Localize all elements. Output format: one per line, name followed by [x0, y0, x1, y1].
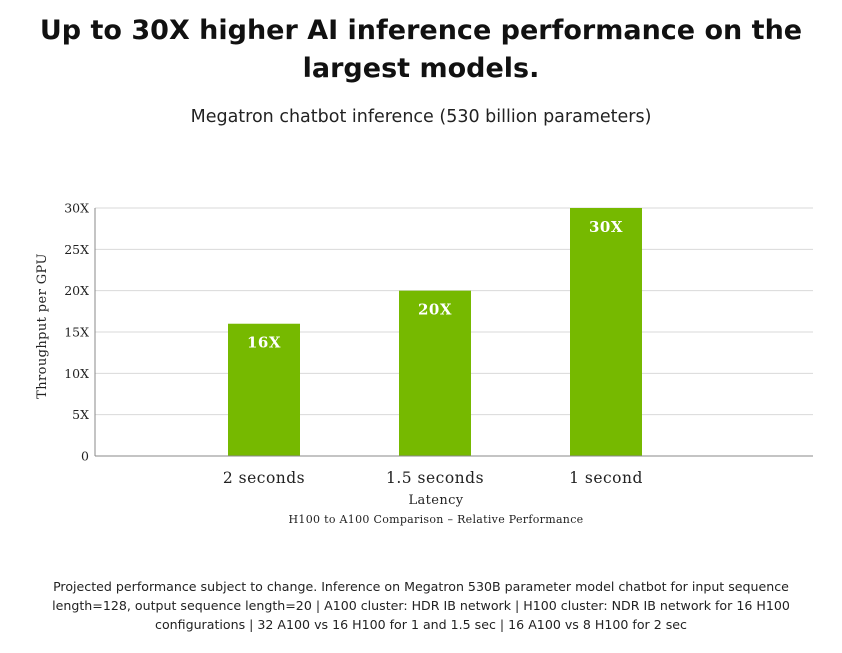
y-tick-label: 0: [81, 449, 89, 464]
x-tick-label: 1 second: [569, 469, 643, 487]
bar: [570, 208, 642, 456]
x-axis-label: Latency: [408, 493, 463, 508]
bar-chart: 16X 20X 30X 0 5X 10X 15X 20X 25X 30X 2 seconds 1.5…: [35, 201, 813, 526]
footnote-line-3: configurations | 32 A100 vs 16 H100 for …: [155, 617, 687, 632]
bar-data-label: 30X: [589, 218, 623, 236]
x-tick-label: 1.5 seconds: [386, 469, 484, 487]
bar-data-label: 16X: [247, 334, 281, 352]
bars: 16X 20X 30X: [228, 208, 642, 456]
page-title-line-1: Up to 30X higher AI inference performanc…: [39, 15, 803, 46]
bar: [228, 323, 300, 456]
y-tick-label: 25X: [64, 242, 89, 257]
bar-data-label: 20X: [418, 301, 452, 319]
page-title: Up to 30X higher AI inference performanc…: [0, 12, 842, 88]
axes: 0 5X 10X 15X 20X 25X 30X 2 seconds 1.5 seconds 1 …: [64, 201, 813, 487]
footnote: Projected performance subject to change.…: [30, 577, 812, 634]
chart-caption: H100 to A100 Comparison – Relative Perfo…: [289, 513, 584, 526]
footnote-line-1: Projected performance subject to change.…: [53, 579, 789, 594]
y-tick-label: 20X: [64, 283, 89, 298]
y-axis-label: Throughput per GPU: [35, 253, 50, 399]
y-tick-label: 30X: [64, 201, 89, 216]
x-tick-label: 2 seconds: [223, 469, 305, 487]
y-tick-label: 15X: [64, 325, 89, 340]
y-tick-label: 10X: [64, 366, 89, 381]
page-title-line-2: largest models.: [302, 53, 540, 84]
footnote-line-2: length=128, output sequence length=20 | …: [52, 598, 790, 613]
chart-title: Megatron chatbot inference (530 billion …: [190, 107, 652, 127]
y-tick-label: 5X: [72, 407, 89, 422]
bar: [399, 290, 471, 456]
